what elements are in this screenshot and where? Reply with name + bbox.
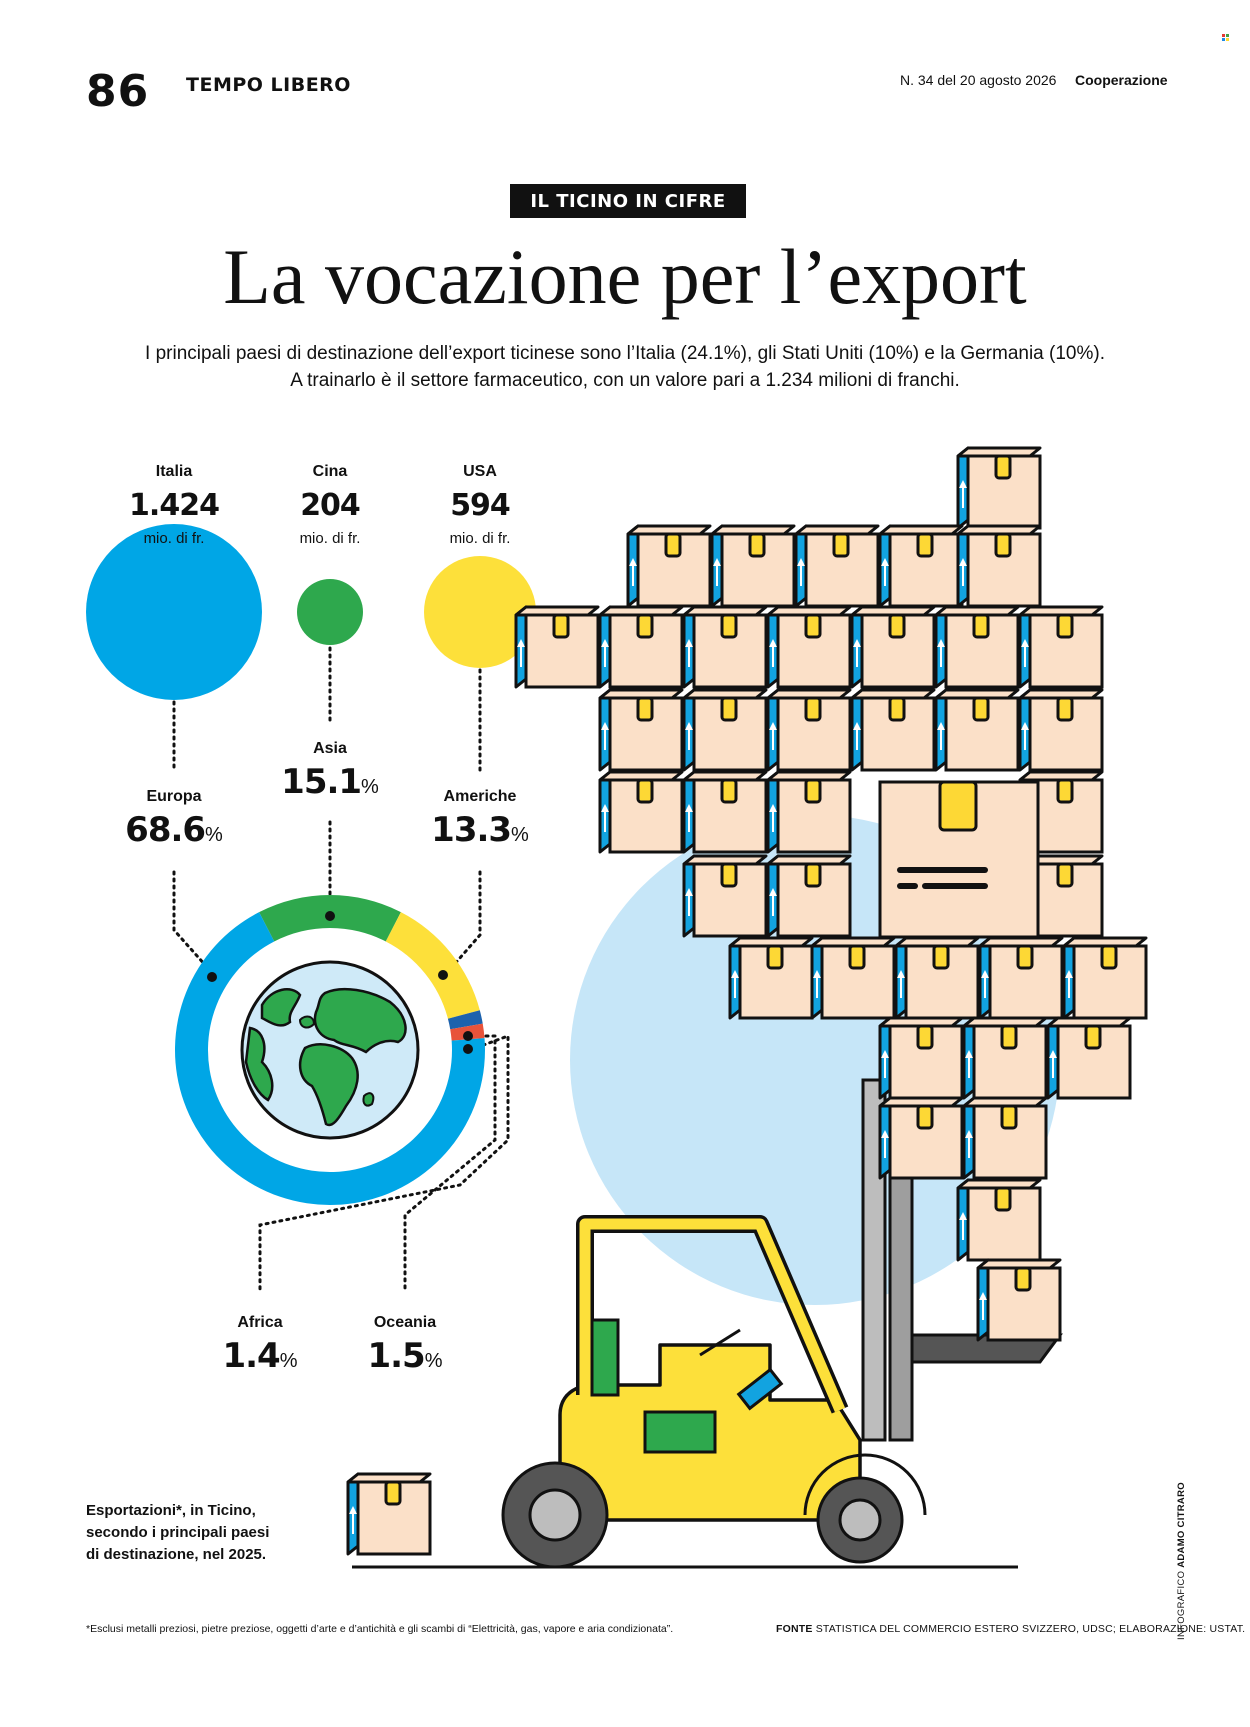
source-label: FONTE — [776, 1623, 813, 1635]
country-unit-usa: mio. di fr. — [449, 530, 511, 547]
source-text: STATISTICA DEL COMMERCIO ESTERO SVIZZERO… — [815, 1623, 1246, 1635]
box-icon — [728, 936, 814, 1020]
country-label-cina: Cina — [312, 463, 348, 480]
box-icon — [626, 524, 712, 608]
box-icon — [598, 605, 684, 689]
bubble-italia — [86, 524, 262, 700]
country-unit-cina: mio. di fr. — [299, 530, 361, 547]
source-note: FONTE STATISTICA DEL COMMERCIO ESTERO SV… — [776, 1623, 1245, 1635]
region-value-europa: 68.6% — [125, 810, 223, 850]
country-value-usa: 594 — [450, 488, 511, 523]
box-icon — [1046, 1016, 1132, 1100]
region-label-europa: Europa — [146, 788, 202, 805]
country-label-usa: USA — [463, 463, 497, 480]
box-icon — [682, 688, 768, 772]
issue-info: N. 34 del 20 agosto 2026 — [900, 72, 1057, 88]
region-label-americhe: Americhe — [443, 788, 517, 805]
caption-line-1: Esportazioni*, in Ticino, — [86, 1502, 256, 1519]
box-icon — [956, 1178, 1042, 1262]
chart-caption: Esportazioni*, in Ticino, secondo i prin… — [86, 1500, 346, 1566]
box-icon — [934, 605, 1020, 689]
box-icon — [956, 524, 1042, 608]
magazine-name: Cooperazione — [1075, 72, 1168, 88]
box-icon — [810, 936, 896, 1020]
credit-author: ADAMO CITRARO — [1176, 1482, 1187, 1568]
box-icon — [794, 524, 880, 608]
donut-slice-americhe — [385, 912, 480, 1019]
box-icon — [1062, 936, 1148, 1020]
ground-box — [346, 1472, 432, 1556]
box-icon — [962, 1016, 1048, 1100]
caption-line-2: secondo i principali paesi — [86, 1524, 270, 1541]
globe-icon — [240, 960, 420, 1140]
article-title: La vocazione per l’export — [223, 233, 1027, 320]
box-icon — [766, 688, 852, 772]
box-icon — [1018, 688, 1104, 772]
donut-slice-africa — [447, 1010, 483, 1030]
region-value-africa: 1.4% — [222, 1336, 298, 1376]
section-title: TEMPO LIBERO — [186, 74, 351, 96]
credit: INFOGRAFICO ADAMO CITRARO — [1176, 1482, 1187, 1640]
box-icon — [976, 1258, 1062, 1342]
article-lead: I principali paesi di destinazione dell’… — [80, 340, 1170, 394]
country-value-italia: 1.424 — [129, 488, 220, 523]
bubble-cina — [297, 579, 363, 645]
box-icon — [850, 605, 936, 689]
region-value-oceania: 1.5% — [367, 1336, 443, 1376]
country-unit-italia: mio. di fr. — [143, 530, 205, 547]
box-icon — [1018, 605, 1104, 689]
box-icon — [766, 605, 852, 689]
region-value-asia: 15.1% — [281, 762, 379, 802]
kicker-badge: IL TICINO IN CIFRE — [510, 184, 746, 218]
box-icon — [878, 524, 964, 608]
country-label-italia: Italia — [155, 463, 193, 480]
box-icon — [878, 1096, 964, 1180]
print-color-mark — [1222, 34, 1229, 41]
box-icon — [766, 770, 852, 854]
box-icon — [934, 688, 1020, 772]
region-label-asia: Asia — [313, 740, 347, 757]
box-icon — [682, 770, 768, 854]
region-label-oceania: Oceania — [373, 1314, 437, 1331]
box-icon — [766, 854, 852, 938]
region-label-africa: Africa — [237, 1314, 283, 1331]
box-icon — [878, 1016, 964, 1100]
box-icon — [894, 936, 980, 1020]
box-icon — [598, 688, 684, 772]
page-number: 86 — [86, 66, 150, 117]
region-value-americhe: 13.3% — [431, 810, 529, 850]
country-value-cina: 204 — [300, 488, 361, 523]
footnote: *Esclusi metalli preziosi, pietre prezio… — [86, 1623, 674, 1635]
box-icon — [956, 446, 1042, 530]
box-icon — [978, 936, 1064, 1020]
lead-line-1: I principali paesi di destinazione dell’… — [145, 343, 1105, 364]
box-icon — [598, 770, 684, 854]
caption-line-3: di destinazione, nel 2025. — [86, 1546, 267, 1563]
forklift-illustration — [352, 1078, 1063, 1569]
box-icon — [710, 524, 796, 608]
box-icon — [878, 780, 1040, 939]
box-icon — [682, 854, 768, 938]
credit-label: INFOGRAFICO — [1176, 1570, 1187, 1640]
box-icon — [962, 1096, 1048, 1180]
box-icon — [682, 605, 768, 689]
lead-line-2: A trainarlo è il settore farmaceutico, c… — [290, 370, 960, 391]
box-icon — [514, 605, 600, 689]
bubble-usa — [424, 556, 536, 668]
box-icon — [850, 688, 936, 772]
